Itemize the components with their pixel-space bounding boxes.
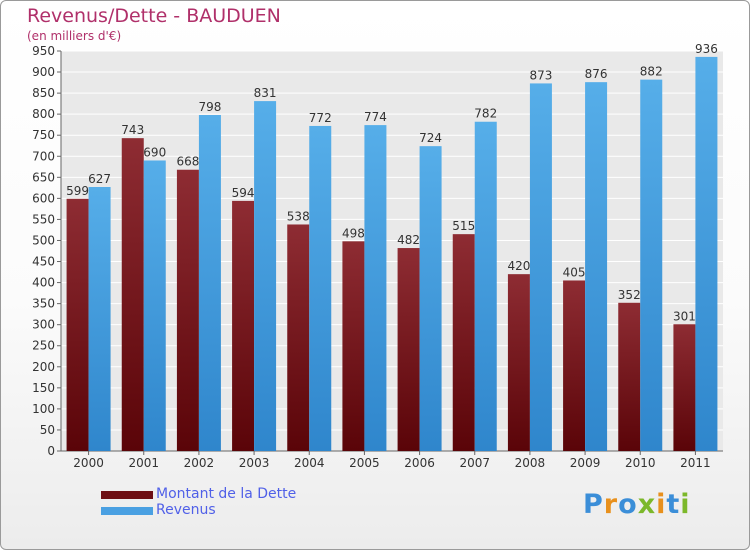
y-tick-label: 50 (40, 423, 55, 437)
bar-dette (176, 169, 199, 451)
y-tick-label: 500 (32, 233, 55, 247)
y-tick-label: 850 (32, 86, 55, 100)
data-label-dette: 594 (232, 186, 255, 200)
data-label-revenus: 831 (254, 86, 277, 100)
data-label-dette: 515 (452, 219, 475, 233)
x-tick-label: 2004 (294, 456, 325, 470)
data-label-revenus: 690 (143, 145, 166, 159)
y-tick-label: 900 (32, 65, 55, 79)
y-tick-label: 800 (32, 107, 55, 121)
data-label-revenus: 873 (529, 68, 552, 82)
data-label-revenus: 724 (419, 131, 442, 145)
legend-swatch-dette (101, 491, 153, 499)
logo-letter: o (618, 489, 638, 520)
y-tick-label: 550 (32, 212, 55, 226)
data-label-dette: 538 (287, 209, 310, 223)
bar-revenus (88, 187, 111, 451)
data-label-revenus: 782 (474, 107, 497, 121)
x-tick-label: 2010 (625, 456, 656, 470)
legend-label-dette: Montant de la Dette (156, 486, 297, 502)
data-label-dette: 743 (121, 123, 144, 137)
x-tick-label: 2000 (73, 456, 104, 470)
data-label-dette: 668 (176, 155, 199, 169)
logo-letter: i (656, 489, 667, 520)
logo-letter: i (680, 489, 691, 520)
chart-subtitle: (en milliers d'€) (27, 29, 122, 43)
bar-revenus (529, 83, 552, 451)
data-label-revenus: 882 (640, 65, 663, 79)
bar-revenus (695, 56, 718, 451)
y-tick-label: 600 (32, 191, 55, 205)
data-label-dette: 301 (673, 309, 696, 323)
x-tick-label: 2011 (680, 456, 711, 470)
data-label-dette: 405 (563, 265, 586, 279)
y-tick-label: 200 (32, 360, 55, 374)
bar-dette (397, 248, 420, 451)
x-tick-label: 2006 (404, 456, 435, 470)
data-label-revenus: 876 (585, 67, 608, 81)
bar-revenus (419, 146, 442, 451)
bar-dette (618, 302, 641, 451)
bar-revenus (585, 82, 608, 451)
legend-label-revenus: Revenus (156, 502, 216, 518)
y-tick-label: 400 (32, 276, 55, 290)
y-tick-label: 950 (32, 44, 55, 58)
bar-dette (563, 280, 586, 451)
bar-dette (673, 324, 696, 451)
proxiti-logo: Proxiti (583, 489, 691, 520)
data-label-dette: 599 (66, 184, 89, 198)
bar-revenus (143, 160, 166, 451)
bar-dette (232, 200, 255, 451)
data-label-revenus: 798 (198, 100, 221, 114)
bar-revenus (364, 125, 387, 452)
bar-dette (452, 234, 475, 451)
legend-swatch-revenus (101, 507, 153, 515)
bar-revenus (254, 101, 277, 452)
y-tick-label: 300 (32, 318, 55, 332)
x-tick-label: 2008 (515, 456, 546, 470)
bar-dette (342, 241, 365, 451)
data-label-revenus: 774 (364, 110, 387, 124)
data-label-revenus: 936 (695, 42, 718, 56)
logo-letter: r (603, 489, 619, 520)
data-label-dette: 498 (342, 226, 365, 240)
bar-dette (121, 138, 144, 451)
bar-dette (507, 274, 530, 451)
x-tick-label: 2001 (128, 456, 159, 470)
y-tick-label: 700 (32, 149, 55, 163)
y-tick-label: 650 (32, 170, 55, 184)
logo-letter: x (637, 489, 657, 520)
plot-area (61, 51, 723, 451)
bar-revenus (198, 115, 221, 451)
data-label-dette: 482 (397, 233, 420, 247)
bar-revenus (640, 79, 663, 451)
logo-letter: P (583, 489, 604, 520)
y-tick-label: 100 (32, 402, 55, 416)
x-tick-label: 2005 (349, 456, 380, 470)
chart-title: Revenus/Dette - BAUDUEN (27, 5, 281, 27)
bar-revenus (309, 125, 332, 452)
y-tick-label: 0 (47, 444, 55, 458)
y-tick-label: 450 (32, 255, 55, 269)
y-tick-label: 250 (32, 339, 55, 353)
data-label-revenus: 772 (309, 111, 332, 125)
x-tick-label: 2009 (570, 456, 601, 470)
x-tick-label: 2002 (184, 456, 215, 470)
x-tick-label: 2003 (239, 456, 270, 470)
y-tick-label: 150 (32, 381, 55, 395)
bar-revenus (474, 121, 497, 451)
y-tick-label: 350 (32, 297, 55, 311)
bar-dette (66, 198, 89, 451)
data-label-revenus: 627 (88, 172, 111, 186)
y-tick-label: 750 (32, 128, 55, 142)
bar-dette (287, 224, 310, 451)
x-tick-label: 2007 (459, 456, 490, 470)
data-label-dette: 420 (507, 259, 530, 273)
logo-letter: t (666, 489, 681, 520)
data-label-dette: 352 (618, 288, 641, 302)
